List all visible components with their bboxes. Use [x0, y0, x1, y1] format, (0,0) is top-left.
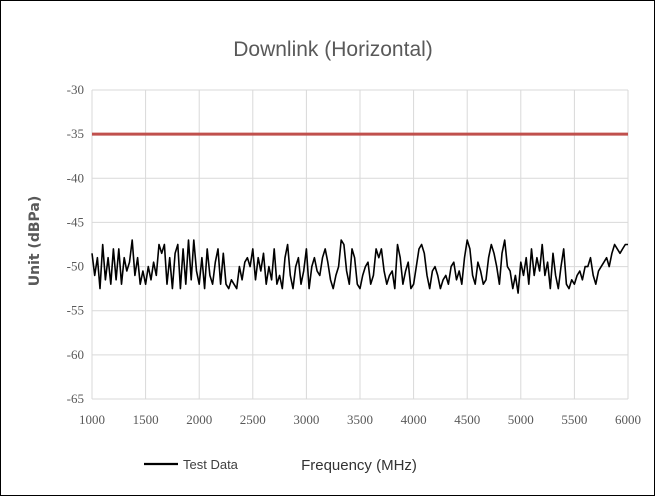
x-tick-label: 5500	[561, 412, 587, 427]
y-tick-label: -55	[67, 303, 84, 318]
y-tick-label: -60	[67, 347, 84, 362]
series-test-data-line	[91, 239, 628, 294]
x-axis-ticks: 1000 1500 2000 2500 3000 3500 4000 4500 5000 5500…	[79, 412, 641, 427]
gridlines	[91, 89, 629, 400]
chart-title: Downlink (Horizontal)	[233, 38, 433, 61]
series-layer	[91, 132, 628, 294]
x-tick-label: 3500	[347, 412, 373, 427]
x-tick-label: 4500	[454, 412, 480, 427]
y-axis-ticks: -30 -35 -40 -45 -50 -55 -60 -65	[67, 82, 84, 406]
x-tick-label: 1500	[133, 412, 159, 427]
y-tick-label: -45	[67, 214, 84, 229]
y-axis-label: Unit (dBPa)	[27, 196, 43, 287]
x-tick-label: 6000	[615, 412, 641, 427]
x-tick-label: 2000	[186, 412, 212, 427]
legend: Test Data	[144, 457, 239, 472]
y-tick-label: -40	[67, 170, 84, 185]
y-tick-label: -50	[67, 259, 84, 274]
x-tick-label: 5000	[508, 412, 534, 427]
y-tick-label: -65	[67, 391, 84, 406]
x-axis-label: Frequency (MHz)	[301, 457, 417, 474]
x-tick-label: 2500	[240, 412, 266, 427]
y-tick-label: -30	[67, 82, 84, 97]
x-tick-label: 3000	[293, 412, 319, 427]
x-tick-label: 1000	[79, 412, 105, 427]
legend-label-test-data: Test Data	[183, 457, 239, 472]
x-tick-label: 4000	[401, 412, 427, 427]
y-tick-label: -35	[67, 126, 84, 141]
